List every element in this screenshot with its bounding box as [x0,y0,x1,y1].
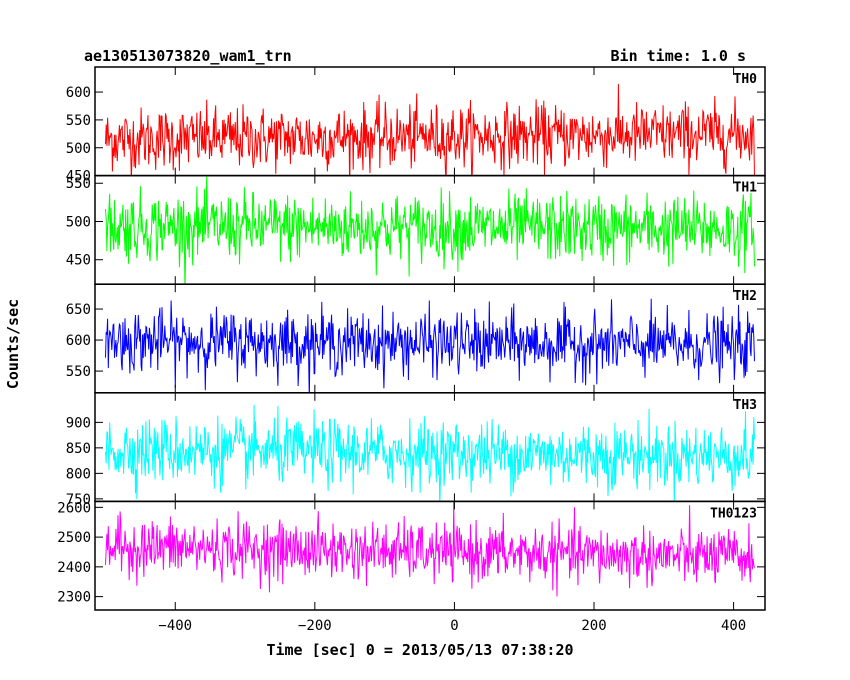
x-tick-label: −200 [298,618,332,634]
series-line-th0123 [105,501,755,597]
panel-frame [94,500,766,611]
x-tick-label: −400 [158,618,192,634]
y-axis-label: Counts/sec [4,299,22,389]
panel-label-th1: TH1 [734,181,758,196]
y-tick-label: 2500 [57,530,91,546]
x-axis: −400 −200 0 200 400 [158,618,746,634]
x-tick-label: 200 [581,618,606,634]
x-tick-label: 400 [721,618,746,634]
series-line-th2 [105,298,755,393]
y-tick-label: 500 [66,141,91,157]
panel-th1: 450 500 550 TH1 [66,174,766,285]
panels-group: 450 500 550 600 TH0 450 500 550 TH1 550 600 650 TH2 7… [57,66,766,611]
y-tick-label: 600 [66,85,91,101]
series-line-th1 [105,175,755,285]
panel-th0123: 2300 2400 2500 2600 TH0123 [57,500,766,611]
y-tick-label: 650 [66,302,91,318]
y-tick-label: 500 [66,214,91,230]
y-tick-label: 550 [66,176,91,192]
panel-th0: 450 500 550 600 TH0 [66,66,766,185]
y-tick-label: 600 [66,333,91,349]
y-tick-label: 850 [66,441,91,457]
y-tick-label: 450 [66,169,91,185]
panel-label-th2: TH2 [734,289,757,304]
y-tick-label: 2300 [57,590,91,606]
panel-label-th0123: TH0123 [710,506,757,521]
panel-th2: 550 600 650 TH2 [66,283,766,394]
chart-title: ae130513073820_wam1_trn [84,47,292,65]
series-line-th0 [105,83,755,176]
y-tick-label: 450 [66,253,91,269]
y-tick-label: 550 [66,364,91,380]
x-axis-label: Time [sec] 0 = 2013/05/13 07:38:20 [266,641,573,659]
panel-frame [94,66,766,177]
panel-th3: 750 800 850 900 TH3 [66,392,766,508]
y-tick-label: 2600 [57,500,91,516]
y-tick-label: 900 [66,415,91,431]
bin-time-label: Bin time: 1.0 s [611,47,746,65]
y-tick-label: 800 [66,466,91,482]
series-line-th3 [105,404,755,502]
y-tick-label: 550 [66,113,91,129]
y-tick-label: 750 [66,492,91,508]
panel-label-th3: TH3 [734,398,757,413]
panel-label-th0: TH0 [734,72,758,87]
x-tick-label: 0 [450,618,458,634]
y-tick-label: 2400 [57,560,91,576]
